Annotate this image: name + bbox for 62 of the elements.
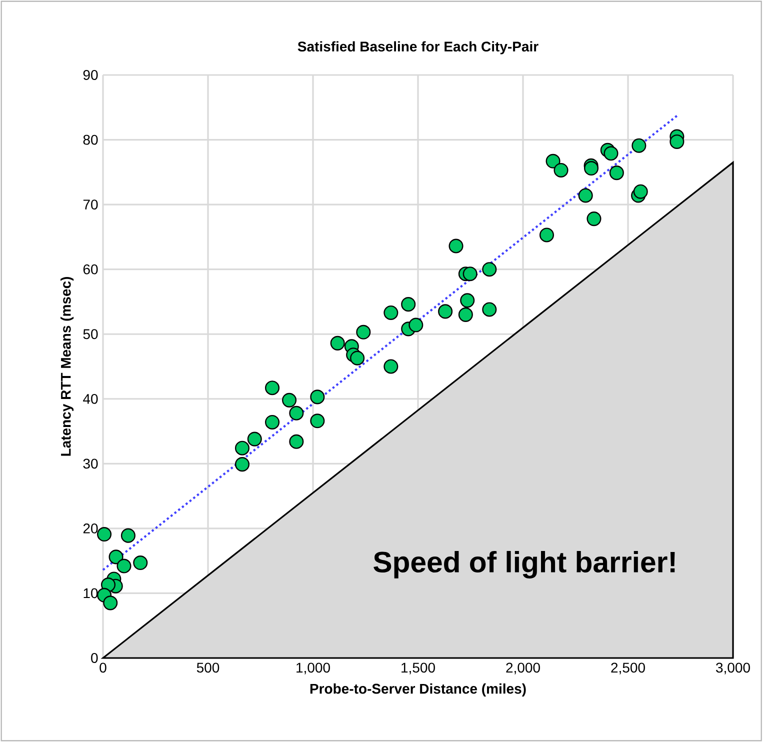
x-axis-title: Probe-to-Server Distance (miles) (310, 683, 526, 696)
point (546, 154, 560, 168)
y-tick-label: 60 (83, 264, 98, 274)
x-tick-label: 1,500 (402, 662, 435, 674)
point (384, 305, 398, 320)
y-tick-label: 70 (83, 200, 98, 210)
point (584, 161, 599, 176)
x-tick-label: 2,000 (506, 662, 540, 674)
point (350, 350, 365, 366)
annotation: Speed of light barrier! (374, 550, 675, 578)
y-tick-label: 20 (83, 524, 98, 534)
x-tick-label: 2,500 (611, 662, 645, 674)
point (633, 184, 648, 199)
point (670, 134, 684, 149)
point (310, 414, 325, 428)
y-tick-label: 0 (91, 653, 98, 663)
point (289, 434, 304, 449)
point (460, 293, 475, 308)
point (103, 596, 118, 610)
point (438, 304, 453, 319)
x-tick-label: 0 (100, 662, 106, 673)
point (330, 336, 345, 350)
y-tick-label: 80 (83, 134, 98, 145)
point (578, 188, 593, 203)
y-tick-label: 90 (83, 70, 98, 80)
point (554, 162, 568, 178)
point (310, 390, 325, 404)
point (282, 392, 297, 408)
point (462, 266, 478, 282)
point (448, 238, 464, 254)
point (265, 414, 280, 430)
point (604, 146, 618, 161)
chart-title: Satisfied Baseline for Each City-Pair (298, 41, 538, 54)
point (289, 406, 304, 420)
x-tick-label: 1,000 (296, 662, 330, 674)
point (539, 228, 554, 242)
y-tick-label: 40 (83, 394, 98, 404)
point (401, 297, 416, 312)
point (482, 302, 497, 317)
point (133, 556, 148, 570)
point (234, 440, 250, 456)
point (120, 528, 136, 543)
y-axis-title: Latency RTT Means (msec) (60, 276, 74, 456)
point (586, 212, 602, 226)
point (108, 550, 124, 564)
point (247, 432, 262, 446)
y-tick-label: 30 (83, 458, 98, 469)
point (408, 318, 424, 332)
point (458, 307, 473, 322)
y-tick-label: 50 (83, 329, 98, 340)
point (384, 359, 398, 374)
point (116, 558, 132, 574)
y-tick-label: 10 (84, 588, 98, 598)
point (96, 527, 112, 542)
point (234, 457, 250, 472)
point (632, 138, 646, 153)
point (265, 380, 280, 396)
point (482, 262, 497, 277)
x-tick-label: 500 (196, 662, 220, 673)
point (609, 166, 624, 180)
point (356, 324, 371, 340)
x-tick-label: 3,000 (716, 662, 750, 674)
